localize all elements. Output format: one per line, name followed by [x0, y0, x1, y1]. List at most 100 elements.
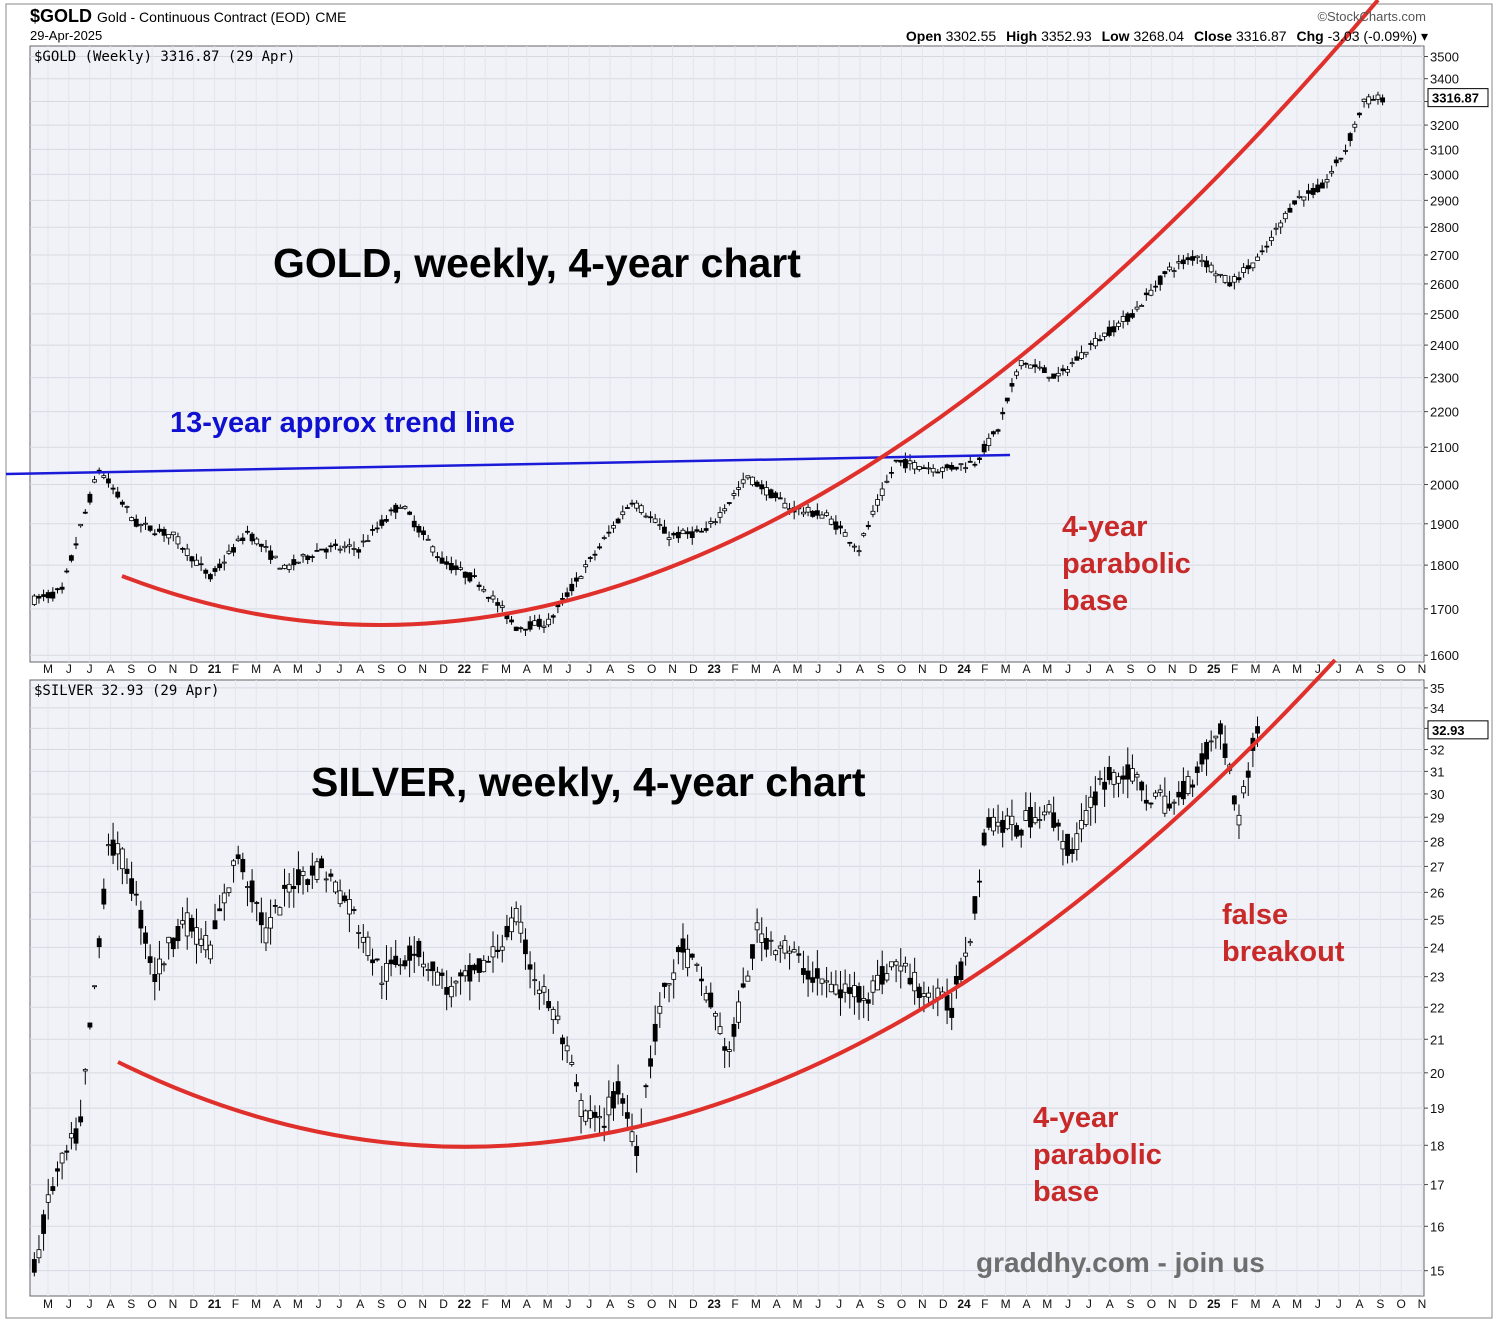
gold-candle-body: [1333, 159, 1339, 164]
gold-y-tick-label: 2900: [1430, 193, 1459, 208]
silver-x-tick-label: J: [336, 1297, 342, 1311]
gold-candle-body: [333, 543, 338, 546]
gold-x-tick-label: M: [293, 662, 303, 676]
gold-candle-body: [759, 484, 765, 490]
silver-x-tick-label: J: [1336, 1297, 1342, 1311]
gold-candle-body: [50, 591, 56, 599]
gold-candle-body: [611, 525, 616, 529]
gold-candle-body: [930, 468, 936, 473]
gold-x-tick-label: A: [773, 662, 781, 676]
silver-candle-body: [263, 927, 269, 944]
gold-candle-body: [309, 556, 315, 558]
silver-candle-body: [884, 973, 890, 981]
silver-x-tick-label: J: [87, 1297, 93, 1311]
silver-y-tick-label: 15: [1430, 1264, 1444, 1279]
gold-candle-body: [115, 491, 121, 498]
gold-candle-body: [92, 479, 97, 483]
silver-candle-body: [1009, 815, 1015, 825]
silver-base-annotation: base: [1033, 1176, 1099, 1208]
gold-candle-body: [703, 528, 709, 531]
gold-x-tick-label: O: [897, 662, 906, 676]
gold-candle-body: [949, 465, 955, 470]
silver-candle-body: [1167, 803, 1172, 809]
silver-candle-body: [967, 941, 973, 944]
silver-candle-body: [444, 987, 450, 995]
silver-candle-body: [550, 1009, 556, 1021]
gold-candle-body: [638, 505, 644, 513]
gold-y-tick-label: 3200: [1430, 118, 1459, 133]
gold-x-tick-label: F: [1231, 662, 1238, 676]
silver-y-tick-label: 19: [1430, 1101, 1444, 1116]
gold-candle-body: [1273, 227, 1279, 230]
silver-candle-body: [194, 927, 199, 945]
silver-candle-body: [509, 917, 514, 933]
silver-candle-body: [138, 909, 144, 929]
gold-candle-body: [833, 521, 839, 530]
silver-candle-body: [972, 896, 978, 914]
silver-candle-body: [314, 861, 320, 880]
silver-candle-body: [258, 912, 264, 926]
gold-candle-body: [258, 543, 264, 547]
gold-candle-body: [175, 536, 181, 545]
gold-candle-body: [722, 508, 728, 512]
silver-candle-body: [166, 936, 172, 944]
gold-candle-body: [1213, 273, 1219, 277]
gold-candle-body: [694, 529, 700, 532]
silver-candle-body: [388, 959, 394, 965]
silver-candle-body: [1028, 806, 1033, 828]
gold-candle-body: [1102, 332, 1108, 337]
gold-candle-body: [411, 520, 417, 528]
silver-x-tick-label: M: [1001, 1297, 1011, 1311]
gold-parabolic-curve: [121, 0, 1380, 627]
gold-candle-body: [1199, 259, 1205, 263]
gold-candle-body: [536, 618, 542, 627]
silver-candle-body: [351, 909, 357, 911]
gold-candle-body: [82, 511, 88, 514]
gold-candle-body: [231, 547, 236, 553]
silver-x-tick-label: O: [397, 1297, 406, 1311]
silver-last-value-label: 32.93: [1432, 723, 1465, 738]
trend-line-annotation: 13-year approx trend line: [170, 407, 515, 439]
gold-candle-body: [323, 548, 329, 553]
gold-x-tick-label: A: [1106, 662, 1114, 676]
silver-candle-body: [1111, 772, 1117, 785]
gold-candle-body: [272, 555, 278, 559]
chart-date: 29-Apr-2025: [30, 28, 103, 43]
gold-candle-body: [958, 463, 964, 466]
silver-candle-body: [143, 932, 148, 944]
gold-candle-body: [569, 583, 575, 592]
gold-candle-body: [1185, 257, 1191, 261]
gold-y-tick-label: 1700: [1430, 602, 1459, 617]
gold-candle-body: [889, 471, 894, 474]
silver-y-tick-label: 32: [1430, 743, 1444, 758]
silver-candle-body: [147, 956, 153, 963]
gold-candle-body: [1004, 397, 1010, 402]
gold-x-tick-label: N: [1168, 662, 1177, 676]
symbol-name: $GOLD: [30, 6, 93, 26]
gold-candle-body: [1287, 207, 1293, 213]
silver-x-tick-label: N: [668, 1297, 677, 1311]
gold-candle-body: [935, 471, 941, 474]
silver-x-tick-label: J: [815, 1297, 821, 1311]
silver-candle-body: [949, 1007, 955, 1018]
silver-candle-body: [1046, 804, 1052, 813]
gold-candle-body: [527, 621, 533, 630]
low-label: Low: [1101, 28, 1130, 44]
silver-candle-body: [893, 961, 899, 966]
silver-candle-body: [370, 959, 375, 964]
silver-candle-body: [1083, 810, 1089, 825]
stockcharts-brand: ©StockCharts.com: [1317, 9, 1426, 24]
silver-candle-body: [564, 1045, 570, 1052]
gold-candle-body: [685, 531, 691, 535]
gold-candle-body: [652, 518, 658, 523]
gold-y-tick-label: 2300: [1430, 371, 1459, 386]
silver-candle-body: [662, 982, 667, 987]
silver-candle-body: [652, 1023, 658, 1042]
gold-candle-body: [963, 467, 969, 470]
silver-candle-body: [1190, 784, 1196, 788]
gold-candle-body: [143, 522, 148, 525]
silver-base-annotation: parabolic: [1033, 1139, 1162, 1171]
silver-candle-body: [801, 968, 806, 975]
gold-candle-body: [847, 541, 853, 544]
gold-x-tick-label: S: [1376, 662, 1384, 676]
